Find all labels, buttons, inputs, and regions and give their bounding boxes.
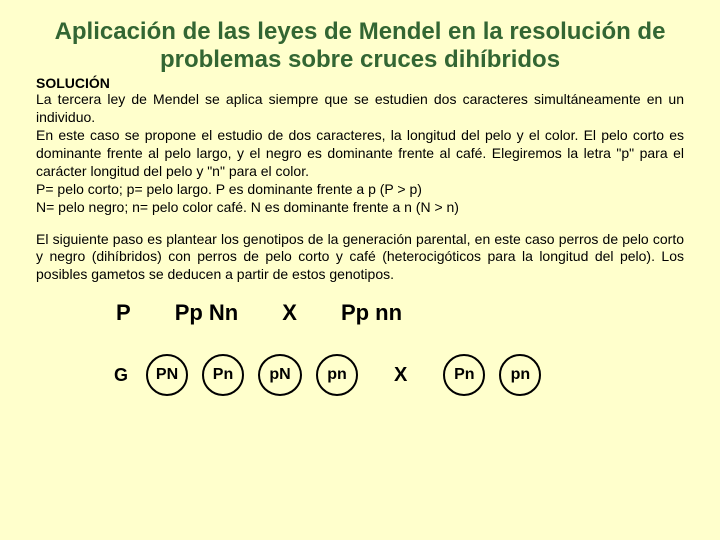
parent-genotype-2: Pp nn [341, 300, 402, 326]
gamete-circle: PN [146, 354, 188, 396]
slide-title: Aplicación de las leyes de Mendel en la … [36, 18, 684, 73]
slide: Aplicación de las leyes de Mendel en la … [0, 0, 720, 540]
gamete-cross-symbol: X [394, 364, 407, 387]
gametes-label: G [114, 365, 128, 386]
parental-label: P [116, 300, 131, 326]
solution-heading: SOLUCIÓN [36, 75, 684, 91]
gamete-circle: pn [499, 354, 541, 396]
gamete-circle: Pn [202, 354, 244, 396]
cross-symbol: X [282, 300, 297, 326]
gamete-circle: pN [258, 354, 302, 396]
paragraph-5: El siguiente paso es plantear los genoti… [36, 231, 684, 285]
gamete-circle: Pn [443, 354, 485, 396]
paragraph-4: N= pelo negro; n= pelo color café. N es … [36, 199, 684, 217]
parental-cross-row: P Pp Nn X Pp nn [116, 300, 684, 326]
paragraph-3: P= pelo corto; p= pelo largo. P es domin… [36, 181, 684, 199]
paragraph-2: En este caso se propone el estudio de do… [36, 127, 684, 181]
paragraph-1: La tercera ley de Mendel se aplica siemp… [36, 91, 684, 127]
gamete-circle: pn [316, 354, 358, 396]
gametes-row: G PN Pn pN pn X Pn pn [114, 354, 684, 396]
parent-genotype-1: Pp Nn [175, 300, 239, 326]
